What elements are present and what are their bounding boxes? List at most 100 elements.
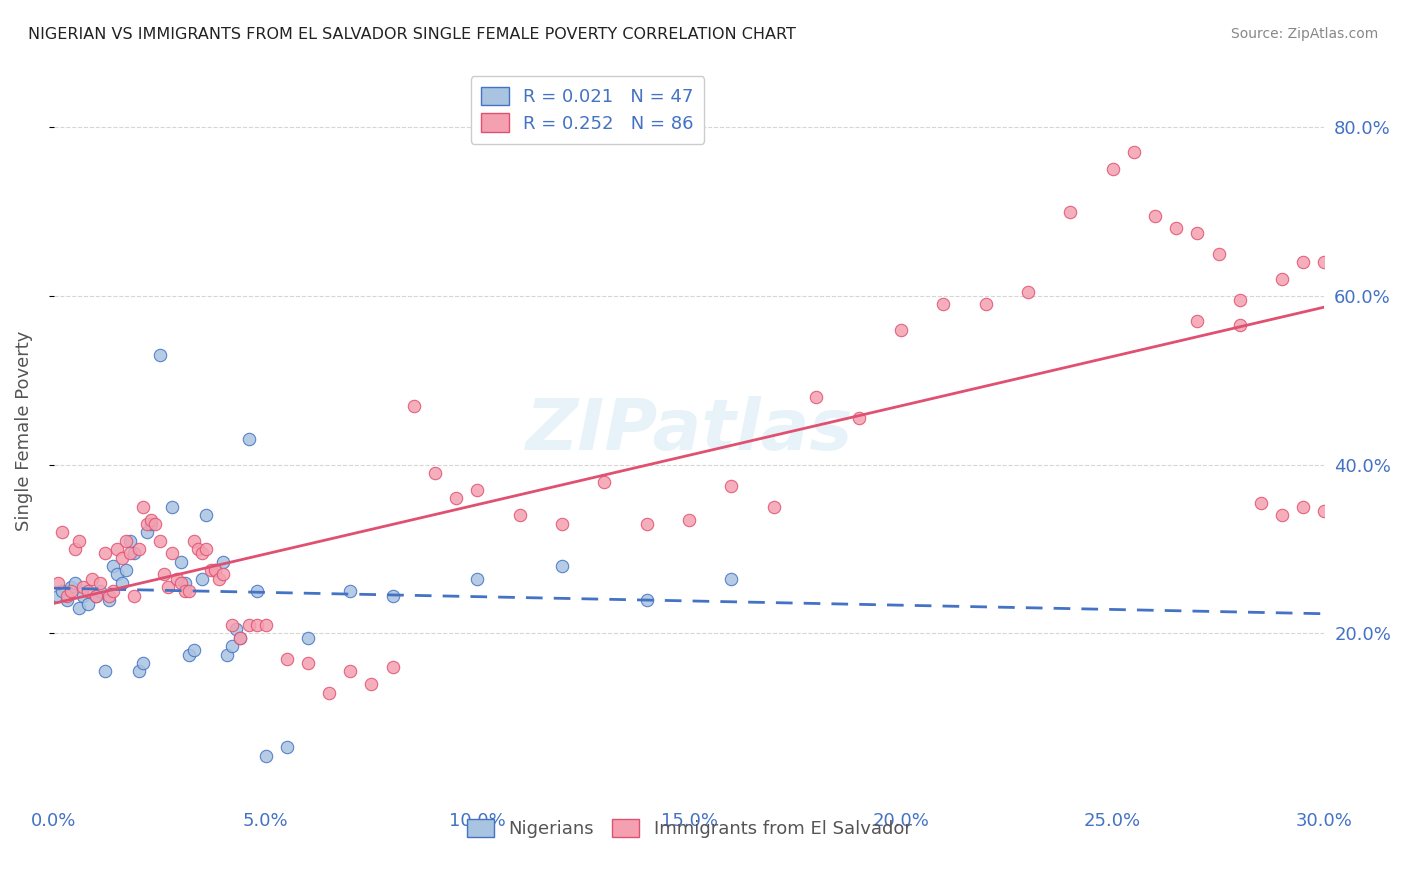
Point xyxy=(225,622,247,636)
Point xyxy=(101,584,124,599)
Point xyxy=(1187,314,1209,328)
Point xyxy=(46,589,69,603)
Point xyxy=(101,558,124,573)
Point xyxy=(221,618,243,632)
Point xyxy=(179,584,201,599)
Point xyxy=(467,483,489,497)
Point xyxy=(84,589,107,603)
Legend: Nigerians, Immigrants from El Salvador: Nigerians, Immigrants from El Salvador xyxy=(460,812,918,846)
Point xyxy=(200,563,222,577)
Point xyxy=(254,618,277,632)
Point xyxy=(229,631,252,645)
Point xyxy=(221,639,243,653)
Point xyxy=(67,601,90,615)
Point xyxy=(212,555,235,569)
Y-axis label: Single Female Poverty: Single Female Poverty xyxy=(15,331,32,531)
Point xyxy=(297,656,319,670)
Point xyxy=(179,648,201,662)
Point xyxy=(636,516,658,531)
Point xyxy=(1292,255,1315,269)
Point xyxy=(1101,162,1123,177)
Point xyxy=(89,584,111,599)
Point xyxy=(145,516,167,531)
Point xyxy=(204,563,226,577)
Point xyxy=(170,575,193,590)
Point xyxy=(932,297,955,311)
Point xyxy=(212,567,235,582)
Point xyxy=(114,533,136,548)
Point xyxy=(105,542,128,557)
Point xyxy=(1271,272,1294,286)
Point xyxy=(132,500,155,514)
Point xyxy=(509,508,531,523)
Point xyxy=(136,516,159,531)
Point xyxy=(110,550,132,565)
Point xyxy=(187,542,209,557)
Text: Source: ZipAtlas.com: Source: ZipAtlas.com xyxy=(1230,27,1378,41)
Point xyxy=(124,546,146,560)
Point xyxy=(120,533,142,548)
Point xyxy=(1187,226,1209,240)
Text: ZIPatlas: ZIPatlas xyxy=(526,396,853,466)
Point xyxy=(195,508,218,523)
Point xyxy=(381,589,404,603)
Point xyxy=(97,589,120,603)
Point xyxy=(114,563,136,577)
Point xyxy=(720,572,742,586)
Point xyxy=(208,572,231,586)
Point xyxy=(174,575,197,590)
Point xyxy=(467,572,489,586)
Point xyxy=(120,546,142,560)
Point xyxy=(183,643,205,657)
Point xyxy=(157,580,180,594)
Point xyxy=(128,542,150,557)
Point xyxy=(551,516,574,531)
Point xyxy=(339,665,361,679)
Point xyxy=(551,558,574,573)
Point xyxy=(97,592,120,607)
Point xyxy=(1122,145,1144,160)
Point xyxy=(170,555,193,569)
Point xyxy=(55,589,77,603)
Point xyxy=(55,592,77,607)
Point xyxy=(276,652,298,666)
Point xyxy=(1313,255,1336,269)
Point xyxy=(297,631,319,645)
Point xyxy=(149,533,172,548)
Point xyxy=(89,575,111,590)
Point xyxy=(174,584,197,599)
Point xyxy=(132,656,155,670)
Point xyxy=(246,584,269,599)
Point xyxy=(51,525,73,540)
Point xyxy=(162,546,184,560)
Point xyxy=(191,546,214,560)
Point xyxy=(59,580,82,594)
Point xyxy=(72,580,94,594)
Point xyxy=(1166,221,1188,235)
Point xyxy=(381,660,404,674)
Point xyxy=(238,618,260,632)
Point xyxy=(110,575,132,590)
Point xyxy=(149,348,172,362)
Point xyxy=(136,525,159,540)
Point xyxy=(63,542,86,557)
Point xyxy=(84,589,107,603)
Point xyxy=(238,433,260,447)
Point xyxy=(318,685,340,699)
Point xyxy=(63,575,86,590)
Point xyxy=(1017,285,1039,299)
Point xyxy=(254,748,277,763)
Point xyxy=(423,466,446,480)
Point xyxy=(444,491,467,506)
Point xyxy=(141,516,163,531)
Point xyxy=(124,589,146,603)
Point xyxy=(1059,204,1081,219)
Point xyxy=(974,297,997,311)
Point xyxy=(636,592,658,607)
Point xyxy=(93,665,115,679)
Text: NIGERIAN VS IMMIGRANTS FROM EL SALVADOR SINGLE FEMALE POVERTY CORRELATION CHART: NIGERIAN VS IMMIGRANTS FROM EL SALVADOR … xyxy=(28,27,796,42)
Point xyxy=(804,390,827,404)
Point xyxy=(93,546,115,560)
Point xyxy=(1229,293,1251,307)
Point xyxy=(183,533,205,548)
